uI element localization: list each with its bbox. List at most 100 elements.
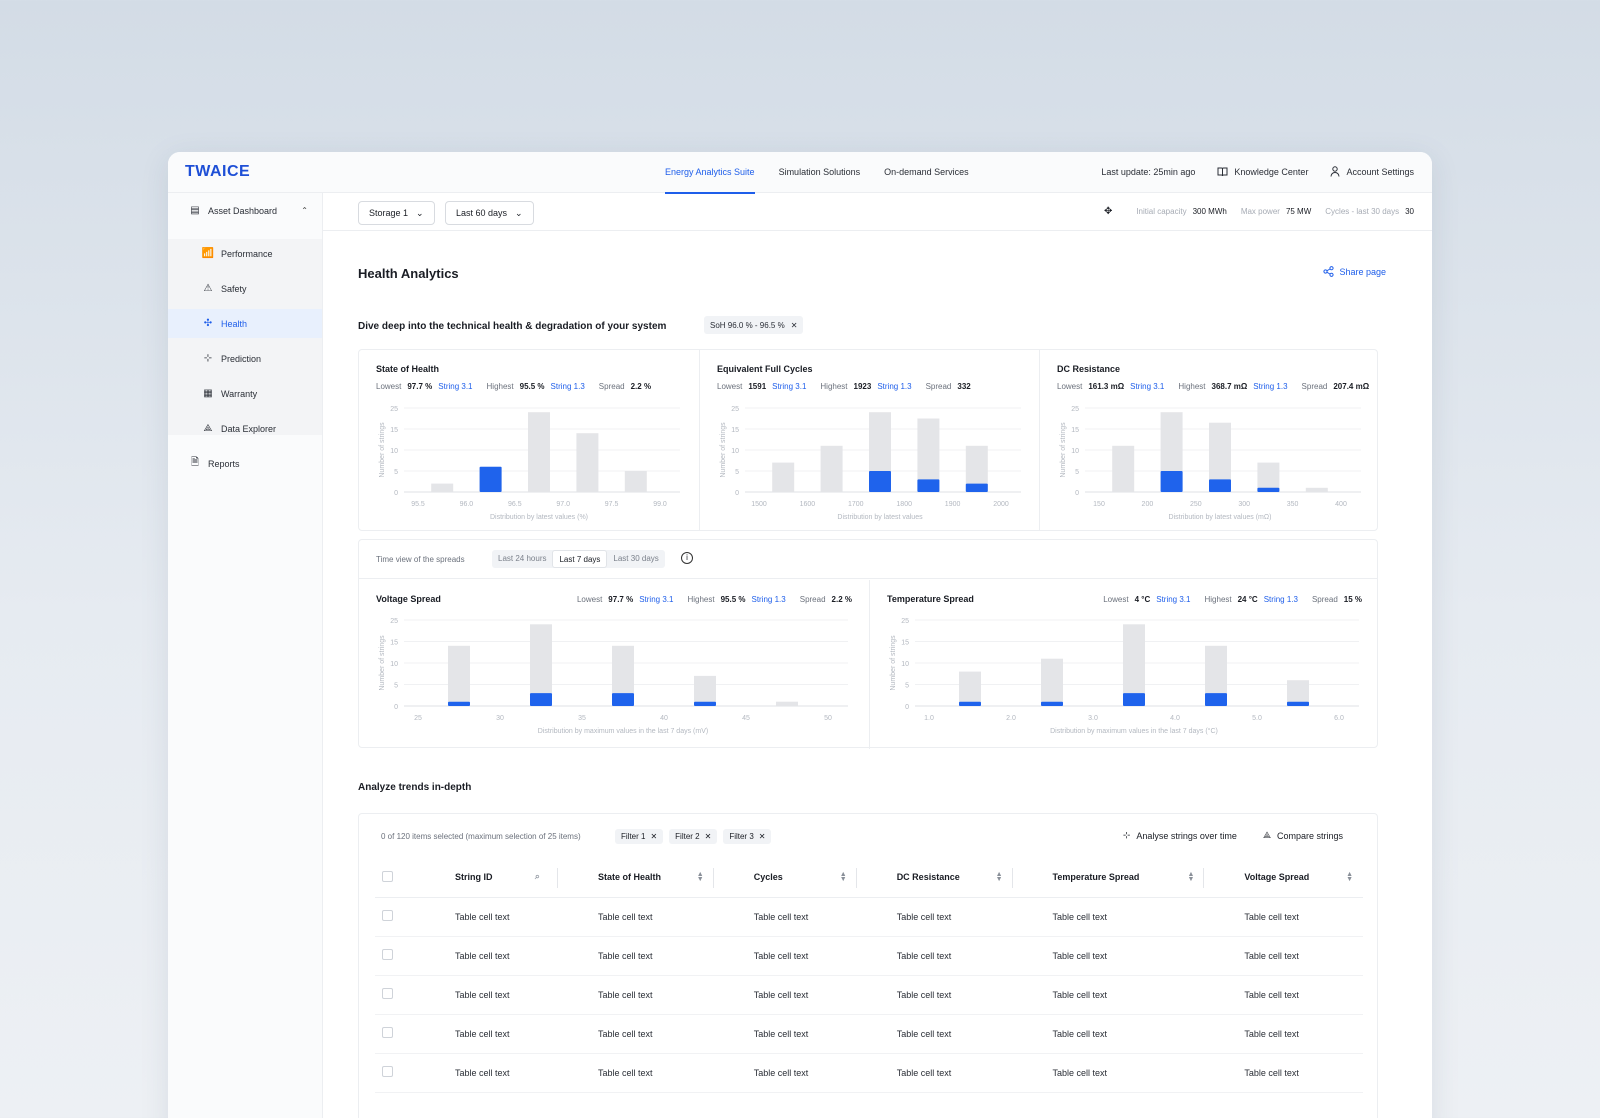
compare-strings-button[interactable]: ⟁ Compare strings xyxy=(1263,830,1343,841)
close-icon[interactable]: ✕ xyxy=(790,320,798,330)
sidebar-item-asset-dashboard[interactable]: ▤ Asset Dashboard ⌃ xyxy=(168,196,322,225)
close-icon[interactable]: ✕ xyxy=(704,832,712,841)
column-separator[interactable] xyxy=(1011,868,1013,888)
column-header-dc-resistance[interactable]: DC Resistance ▲ ▼ xyxy=(856,858,1013,898)
tab-energy-analytics-suite[interactable]: Energy Analytics Suite xyxy=(653,152,767,194)
y-axis-label: Number of strings xyxy=(379,422,386,478)
app-window: TWAICE Energy Analytics Suite Simulation… xyxy=(168,152,1432,1118)
info-icon[interactable]: i xyxy=(681,552,693,564)
lowest-string-link[interactable]: String 3.1 xyxy=(1156,595,1191,604)
x-tick-label: 1600 xyxy=(800,501,816,508)
column-separator[interactable] xyxy=(855,868,857,888)
close-icon[interactable]: ✕ xyxy=(758,832,766,841)
filter-chip-2[interactable]: Filter 2 ✕ xyxy=(669,829,718,844)
column-header-temperature-spread[interactable]: Temperature Spread ▲ ▼ xyxy=(1012,858,1205,898)
search-icon[interactable]: ⌕ xyxy=(534,871,540,881)
highlight-bar xyxy=(869,471,891,492)
lowest-string-link[interactable]: String 3.1 xyxy=(438,382,473,391)
chart-metrics: Lowest 161.3 mΩ String 3.1 Highest 368.7 mΩ… xyxy=(1057,382,1369,391)
x-tick-label: 50 xyxy=(824,715,832,722)
column-separator[interactable] xyxy=(712,868,714,888)
x-tick-label: 97.0 xyxy=(556,501,570,508)
sidebar-item-prediction[interactable]: ⊹ Prediction xyxy=(168,344,322,373)
twaice-logo[interactable]: TWAICE xyxy=(185,163,251,180)
y-tick-label: 0 xyxy=(394,704,398,711)
close-icon[interactable]: ✕ xyxy=(650,832,658,841)
row-checkbox[interactable] xyxy=(382,910,393,921)
row-checkbox[interactable] xyxy=(382,988,393,999)
sort-icon[interactable]: ▲ ▼ xyxy=(696,871,704,883)
lowest-string-link[interactable]: String 3.1 xyxy=(1130,382,1165,391)
row-checkbox[interactable] xyxy=(382,1066,393,1077)
highest-string-link[interactable]: String 1.3 xyxy=(1263,595,1298,604)
table-row[interactable]: Table cell text Table cell text Table ce… xyxy=(375,1053,1363,1093)
chart-metrics: Lowest 97.7 % String 3.1 Highest 95.5 % Stri… xyxy=(577,595,852,604)
highest-string-link[interactable]: String 1.3 xyxy=(877,382,912,391)
highest-string-link[interactable]: String 1.3 xyxy=(550,382,585,391)
column-header-soh[interactable]: State of Health ▲ ▼ xyxy=(557,858,714,898)
sort-icon[interactable]: ▲ ▼ xyxy=(1187,871,1195,883)
y-tick-label: 0 xyxy=(735,490,739,497)
y-tick-label: 0 xyxy=(1075,490,1079,497)
row-select-cell xyxy=(375,936,415,976)
column-separator[interactable] xyxy=(1203,868,1205,888)
period-select[interactable]: Last 60 days ⌄ xyxy=(445,201,534,225)
sidebar-item-reports[interactable]: 🗎 Reports xyxy=(168,449,322,478)
x-tick-label: 45 xyxy=(742,715,750,722)
column-header-label: String ID xyxy=(455,872,493,883)
analyse-strings-button[interactable]: ⊹ Analyse strings over time xyxy=(1123,830,1237,841)
row-checkbox[interactable] xyxy=(382,1027,393,1038)
column-header-label: DC Resistance xyxy=(896,872,960,883)
table-row[interactable]: Table cell text Table cell text Table ce… xyxy=(375,975,1363,1015)
soh-filter-chip[interactable]: SoH 96.0 % - 96.5 % ✕ xyxy=(704,316,804,334)
table-cell: Table cell text xyxy=(557,897,714,937)
y-tick-label: 15 xyxy=(1071,427,1079,434)
filter-chip-1[interactable]: Filter 1 ✕ xyxy=(615,829,664,844)
chart-svg: Number of strings 0 5 10 15 25 1.0 2.0 3.0 4.0 5.0… xyxy=(890,618,1359,735)
lowest-string-link[interactable]: String 3.1 xyxy=(639,595,674,604)
toggle-last-30-days[interactable]: Last 30 days xyxy=(613,554,659,563)
tab-simulation-solutions[interactable]: Simulation Solutions xyxy=(778,167,861,177)
table-row[interactable]: Table cell text Table cell text Table ce… xyxy=(375,897,1363,937)
toggle-last-7-days[interactable]: Last 7 days xyxy=(552,550,608,568)
sidebar-item-performance[interactable]: 📶 Performance xyxy=(168,239,322,268)
lowest-string-link[interactable]: String 3.1 xyxy=(772,382,807,391)
dc-resistance-histogram: Number of strings 0 5 10 15 25 150 200 250 300 350… xyxy=(1057,404,1367,529)
highlight-bar xyxy=(479,466,502,492)
sidebar-item-data-explorer[interactable]: ⟁ Data Explorer xyxy=(168,414,322,443)
column-header-cycles[interactable]: Cycles ▲ ▼ xyxy=(713,858,857,898)
storage-select[interactable]: Storage 1 ⌄ xyxy=(358,201,435,225)
row-checkbox[interactable] xyxy=(382,949,393,960)
select-all-checkbox[interactable] xyxy=(382,870,393,882)
y-axis-label: Number of strings xyxy=(890,635,897,691)
table-row[interactable]: Table cell text Table cell text Table ce… xyxy=(375,936,1363,976)
table-row[interactable]: Table cell text Table cell text Table ce… xyxy=(375,1014,1363,1054)
strings-table: String ID ⌕ State of Health ▲ ▼ Cycles ▲ ▼ DC… xyxy=(375,858,1363,1093)
highest-string-link[interactable]: String 1.3 xyxy=(751,595,786,604)
toggle-last-24-hours[interactable]: Last 24 hours xyxy=(498,554,547,563)
share-page-button[interactable]: Share page xyxy=(1323,266,1386,277)
account-settings-link[interactable]: Account Settings xyxy=(1330,166,1414,177)
filter-chip-3[interactable]: Filter 3 ✕ xyxy=(723,829,772,844)
sidebar-item-health[interactable]: ✣ Health xyxy=(168,309,322,338)
y-tick-label: 5 xyxy=(394,683,398,690)
highest-string-link[interactable]: String 1.3 xyxy=(1253,382,1288,391)
lowest-label: Lowest xyxy=(1103,595,1129,604)
temperature-spread-card: Temperature Spread Lowest 4 °C String 3.1 … xyxy=(869,580,1379,749)
tab-on-demand-services[interactable]: On-demand Services xyxy=(884,167,969,177)
column-separator[interactable] xyxy=(556,868,558,888)
knowledge-center-link[interactable]: Knowledge Center xyxy=(1217,167,1308,177)
column-header-voltage-spread[interactable]: Voltage Spread ▲ ▼ xyxy=(1204,858,1363,898)
column-header-string-id[interactable]: String ID ⌕ xyxy=(415,858,558,898)
sidebar-item-warranty[interactable]: ▦ Warranty xyxy=(168,379,322,408)
sort-icon[interactable]: ▲ ▼ xyxy=(1346,871,1353,883)
sort-icon[interactable]: ▲ ▼ xyxy=(995,871,1003,883)
x-tick-label: 1800 xyxy=(896,501,912,508)
sidebar-item-safety[interactable]: ⚠ Safety xyxy=(168,274,322,303)
database-icon: ▤ xyxy=(190,205,200,216)
table-cell: Table cell text xyxy=(1204,936,1363,976)
row-select-cell xyxy=(375,1053,415,1093)
table-cell: Table cell text xyxy=(713,897,857,937)
y-tick-label: 10 xyxy=(1071,448,1079,455)
sort-icon[interactable]: ▲ ▼ xyxy=(839,871,847,883)
